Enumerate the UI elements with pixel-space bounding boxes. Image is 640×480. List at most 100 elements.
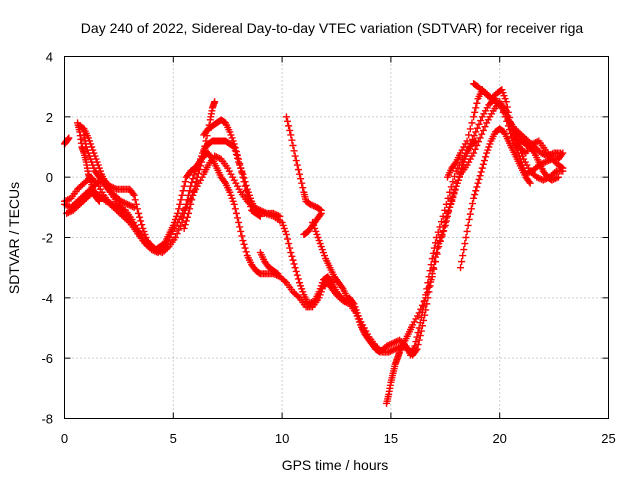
data-point [281, 277, 289, 285]
data-point [559, 167, 567, 175]
data-point [420, 298, 428, 306]
data-point [255, 212, 263, 220]
data-point [238, 232, 246, 240]
data-point [235, 155, 243, 163]
data-point [430, 265, 438, 273]
plot-area [61, 80, 567, 407]
data-point [548, 176, 556, 184]
data-point [541, 158, 549, 166]
data-point [256, 206, 264, 214]
data-point [539, 150, 547, 158]
x-tick-label: 0 [61, 431, 68, 446]
data-point [466, 125, 474, 133]
data-point [192, 178, 200, 186]
data-point [481, 123, 489, 131]
data-point [286, 126, 294, 134]
data-point [152, 246, 160, 254]
series-trace-j [282, 113, 325, 214]
data-point [306, 200, 314, 208]
data-point [231, 144, 239, 152]
data-point [502, 98, 510, 106]
y-tick-label: -8 [41, 412, 53, 427]
data-point [477, 117, 485, 125]
data-point [284, 235, 292, 243]
data-point [179, 187, 187, 195]
data-point [110, 201, 118, 209]
chart-title: Day 240 of 2022, Sidereal Day-to-day VTE… [81, 20, 584, 36]
data-point [540, 159, 548, 167]
data-point [505, 114, 513, 122]
data-point [476, 134, 484, 142]
data-point [292, 157, 300, 165]
data-point [471, 138, 479, 146]
data-point [194, 169, 202, 177]
data-point [465, 131, 473, 139]
data-point [412, 347, 420, 355]
y-axis-label: SDTVAR / TECUs [6, 182, 22, 294]
data-point [289, 141, 297, 149]
x-tick-label: 10 [275, 431, 289, 446]
data-point [526, 179, 534, 187]
data-point [245, 199, 253, 207]
data-point [434, 228, 442, 236]
data-point [470, 132, 478, 140]
data-point [292, 267, 300, 275]
data-point [64, 209, 72, 217]
data-point [422, 306, 430, 314]
data-point [474, 179, 482, 187]
series-trace-q [509, 125, 562, 184]
data-point [463, 137, 471, 145]
data-point [64, 196, 72, 204]
data-point [287, 131, 295, 139]
data-point [446, 203, 454, 211]
data-point [188, 196, 196, 204]
data-point [233, 151, 241, 159]
data-point [199, 153, 207, 161]
data-point [341, 298, 349, 306]
y-tick-label: -4 [41, 291, 53, 306]
data-point [480, 157, 488, 165]
data-point [173, 230, 181, 238]
data-point [111, 184, 119, 192]
data-point [198, 158, 206, 166]
data-point [441, 221, 449, 229]
data-point [317, 209, 325, 217]
data-point [240, 240, 248, 248]
data-point [385, 348, 393, 356]
data-point [237, 164, 245, 172]
data-point [394, 337, 402, 345]
data-point [214, 154, 222, 162]
data-point [291, 152, 299, 160]
data-point [437, 218, 445, 226]
data-point [284, 117, 292, 125]
data-point [550, 175, 558, 183]
data-point [178, 191, 186, 199]
data-point [438, 232, 446, 240]
data-point [105, 199, 113, 207]
data-point [391, 338, 399, 346]
data-point [136, 213, 144, 221]
data-point [525, 178, 533, 186]
data-point [449, 192, 457, 200]
data-point [269, 209, 277, 217]
data-point [386, 341, 394, 349]
data-point [374, 345, 382, 353]
data-point [504, 108, 512, 116]
data-point [232, 209, 240, 217]
data-point [473, 99, 481, 107]
data-point [386, 347, 394, 355]
data-point [185, 209, 193, 217]
data-point [467, 205, 475, 213]
data-point [544, 152, 552, 160]
data-point [390, 346, 398, 354]
data-point [462, 234, 470, 241]
data-point [119, 198, 127, 206]
data-point [547, 151, 555, 159]
series-trace-i [200, 116, 264, 220]
data-point [190, 187, 198, 195]
series-trace-l [300, 209, 325, 238]
x-axis-label: GPS time / hours [282, 457, 389, 473]
data-point [282, 230, 290, 238]
series-trace-h [180, 98, 219, 232]
